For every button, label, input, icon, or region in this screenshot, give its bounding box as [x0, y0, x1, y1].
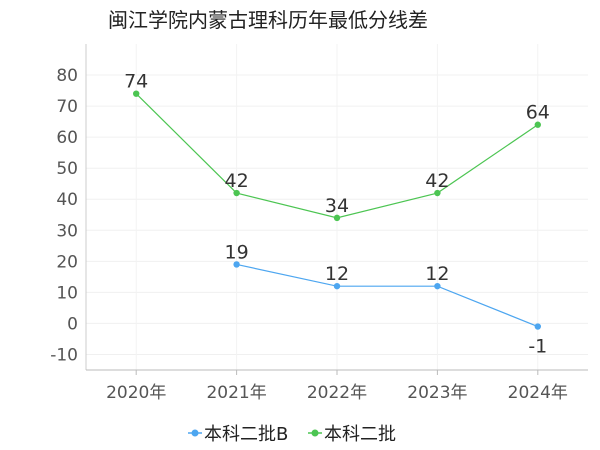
- axes: -10 0 10 20 30 40 50 60 70 80 2020年 2021年 2022年 2023年…: [50, 44, 588, 403]
- x-tick-label: 2023年: [407, 383, 467, 403]
- y-tick-label: 10: [56, 283, 78, 303]
- legend: 本科二批B 本科二批: [188, 424, 396, 445]
- y-tick-label: 60: [56, 128, 78, 148]
- data-point: [233, 189, 240, 197]
- legend-marker-2: [311, 429, 319, 437]
- y-tick-label: 80: [56, 66, 78, 86]
- data-point: [534, 121, 541, 128]
- data-point: [333, 214, 341, 222]
- y-tick-label: 50: [56, 159, 78, 179]
- data-point: [233, 261, 240, 268]
- series-line-1: [236, 263, 539, 328]
- data-point: [434, 282, 441, 290]
- data-label: -1: [528, 336, 547, 358]
- data-label: 42: [225, 170, 249, 192]
- data-labels: 19 12 12 -1 74 42 34 42 64: [124, 71, 550, 358]
- y-tick-label: 30: [56, 221, 78, 241]
- data-point: [133, 90, 140, 97]
- data-label: 64: [526, 102, 550, 124]
- x-tick-label: 2020年: [106, 383, 166, 403]
- data-label: 12: [425, 263, 449, 285]
- series-layer: [133, 90, 541, 330]
- data-label: 12: [325, 263, 349, 285]
- data-point: [434, 189, 441, 197]
- legend-label-2: 本科二批: [324, 424, 396, 445]
- data-point: [333, 282, 341, 290]
- x-tick-label: 2022年: [307, 383, 367, 403]
- data-label: 19: [225, 241, 249, 263]
- y-tick-label: -10: [50, 345, 78, 365]
- y-tick-label: 0: [67, 314, 78, 334]
- data-label: 74: [124, 71, 148, 93]
- legend-marker-1: [191, 429, 199, 437]
- data-point: [534, 323, 541, 330]
- x-tick-label: 2024年: [508, 383, 568, 403]
- data-label: 42: [425, 170, 449, 192]
- x-tick-label: 2021年: [206, 383, 266, 403]
- grid-lines: [86, 44, 588, 370]
- y-tick-label: 70: [56, 97, 78, 117]
- legend-label-1: 本科二批B: [204, 424, 288, 445]
- y-tick-label: 40: [56, 190, 78, 210]
- data-label: 34: [325, 195, 349, 217]
- y-tick-label: 20: [56, 252, 78, 272]
- chart-title: 闽江学院内蒙古理科历年最低分线差: [108, 8, 428, 32]
